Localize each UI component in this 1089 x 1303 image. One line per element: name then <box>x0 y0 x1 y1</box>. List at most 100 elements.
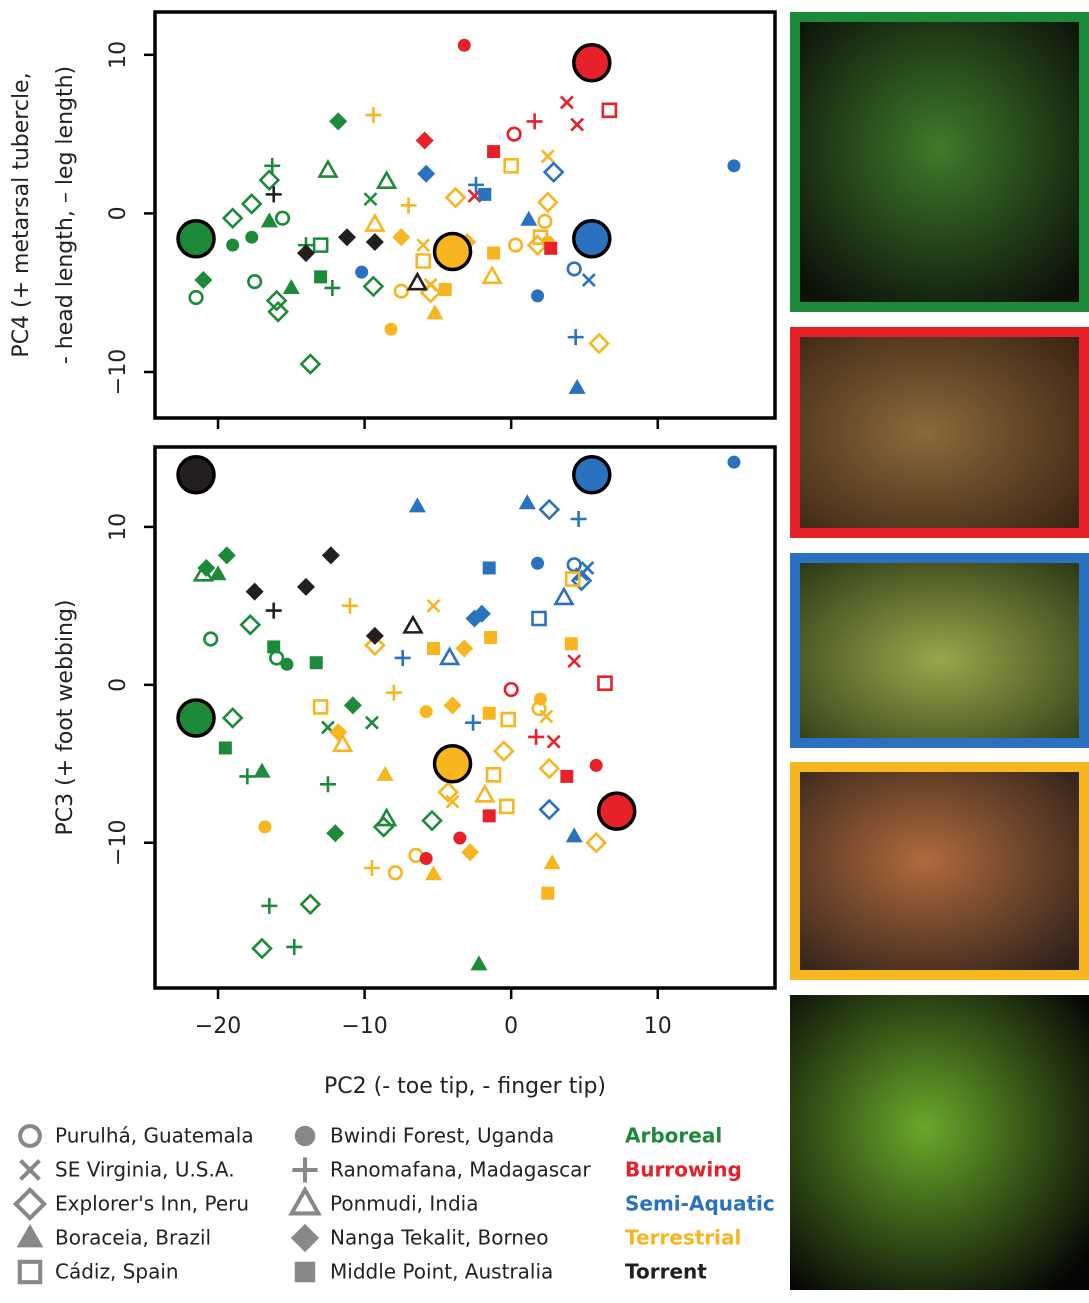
point <box>540 710 552 722</box>
point <box>555 589 572 604</box>
point <box>266 603 282 619</box>
point <box>283 279 300 294</box>
habitat-label: Torrent <box>625 1260 707 1284</box>
x-tick-label: 0 <box>504 1014 518 1039</box>
point <box>505 683 518 696</box>
legend-label: Ponmudi, India <box>330 1192 478 1216</box>
point <box>444 696 462 714</box>
point <box>365 107 381 123</box>
point <box>395 285 408 298</box>
legend-label: SE Virginia, U.S.A. <box>55 1158 235 1182</box>
point <box>425 865 442 880</box>
point <box>461 843 479 861</box>
point <box>194 271 212 289</box>
point <box>338 228 356 246</box>
point <box>487 145 500 158</box>
point <box>366 717 378 729</box>
point <box>364 193 376 205</box>
point <box>355 266 368 279</box>
point <box>571 511 587 527</box>
centroid <box>435 233 471 269</box>
photo-terrestrial <box>795 767 1084 975</box>
point <box>483 707 496 720</box>
point <box>243 195 261 213</box>
point <box>395 650 411 666</box>
point <box>519 494 536 509</box>
point <box>483 809 496 822</box>
point <box>598 677 611 690</box>
centroid <box>178 221 214 257</box>
point <box>426 304 443 319</box>
point <box>541 887 554 900</box>
point <box>568 329 584 345</box>
point <box>500 800 513 813</box>
point <box>392 228 410 246</box>
point <box>320 776 336 792</box>
point <box>366 233 384 251</box>
point <box>314 700 327 713</box>
habitat-label: Semi-Aquatic <box>625 1192 775 1216</box>
x-tick-label: −20 <box>195 1014 241 1039</box>
centroid <box>574 45 610 81</box>
point <box>548 736 560 748</box>
point <box>241 616 259 634</box>
point <box>565 637 578 650</box>
point <box>478 188 491 201</box>
point <box>416 131 434 149</box>
point <box>239 768 255 784</box>
y-axis-label: - head length, – leg length) <box>53 66 78 364</box>
plot-frame <box>155 12 775 418</box>
point <box>509 239 522 252</box>
point <box>590 759 603 772</box>
point <box>446 189 464 207</box>
point <box>590 334 608 352</box>
point <box>301 895 319 913</box>
point <box>483 561 496 574</box>
point <box>487 768 500 781</box>
point <box>603 104 616 117</box>
point <box>417 165 435 183</box>
point <box>314 239 327 252</box>
legend-marker <box>17 1224 44 1248</box>
point <box>540 501 558 519</box>
centroid <box>178 457 214 493</box>
y-axis-label: PC3 (+ foot webbing) <box>53 600 78 836</box>
point <box>197 559 215 577</box>
point <box>224 209 242 227</box>
point <box>458 39 471 52</box>
photo-semi-aquatic <box>795 558 1084 743</box>
point <box>568 655 580 667</box>
point <box>427 600 439 612</box>
point <box>569 379 586 394</box>
point <box>366 216 383 231</box>
point <box>423 812 441 830</box>
y-tick-label: 10 <box>106 41 131 69</box>
point <box>470 955 487 970</box>
point <box>253 763 270 778</box>
point <box>276 212 289 225</box>
point <box>568 263 581 276</box>
y-tick-label: −10 <box>106 820 131 866</box>
habitat-label: Burrowing <box>625 1158 742 1182</box>
point <box>246 583 264 601</box>
point <box>527 113 543 129</box>
point <box>377 766 394 781</box>
legend-marker <box>16 1190 44 1218</box>
point <box>540 801 558 819</box>
point <box>417 254 430 267</box>
point <box>378 810 395 825</box>
point <box>561 96 573 108</box>
point <box>540 760 558 778</box>
point <box>539 193 557 211</box>
photo-burrowing <box>795 332 1084 533</box>
point <box>226 239 239 252</box>
point <box>441 649 458 664</box>
legend-marker <box>295 1262 315 1282</box>
point <box>455 639 473 657</box>
point <box>409 274 426 289</box>
figure: −10010PC4 (+ metarsal tubercle,- head le… <box>0 0 1089 1299</box>
point <box>542 150 554 162</box>
point <box>286 939 302 955</box>
point <box>319 162 336 177</box>
point <box>544 854 561 869</box>
